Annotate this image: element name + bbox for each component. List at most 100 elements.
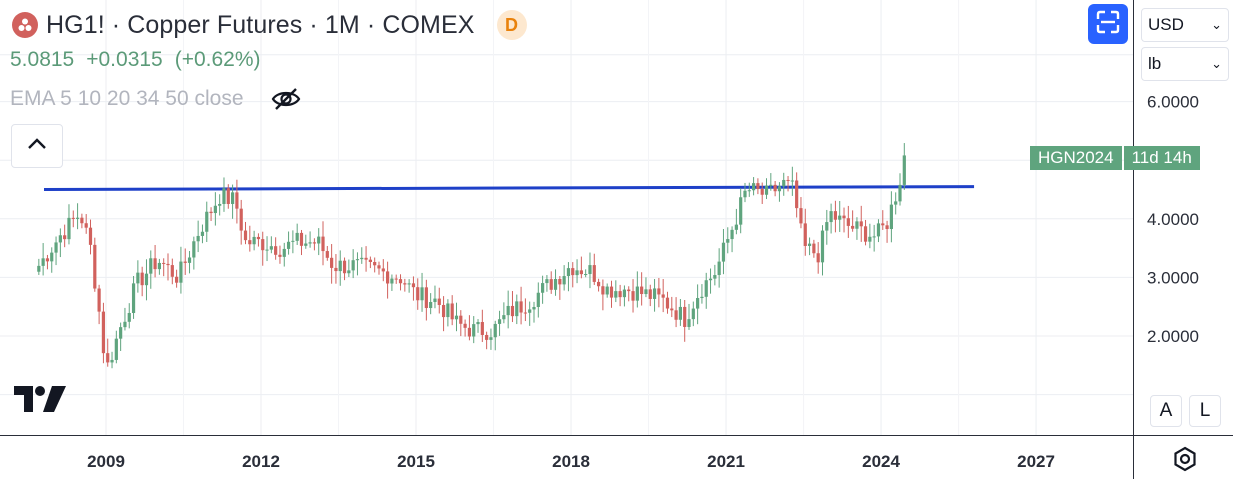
- candle-body: [566, 268, 571, 277]
- candle: [609, 280, 614, 308]
- candle-body: [747, 190, 751, 192]
- candle-body: [75, 217, 80, 219]
- candle-body: [532, 307, 536, 310]
- candle: [773, 181, 777, 197]
- candle-body: [334, 267, 338, 272]
- candle: [506, 290, 510, 329]
- current-price-tag: HGN2024 11d 14h: [1030, 146, 1200, 170]
- candle: [196, 220, 200, 253]
- candle-body: [803, 223, 807, 246]
- candle: [136, 260, 140, 293]
- candle: [605, 283, 609, 298]
- candle: [678, 299, 682, 326]
- candle: [868, 223, 872, 249]
- candle: [764, 178, 769, 200]
- candle-body: [153, 258, 157, 270]
- candle-body: [131, 283, 136, 313]
- candle-body: [696, 298, 700, 309]
- candle: [291, 230, 295, 254]
- tradingview-logo-icon[interactable]: [14, 384, 66, 414]
- candle: [786, 176, 790, 192]
- settings-gear-icon[interactable]: [1170, 444, 1200, 474]
- candle: [812, 239, 816, 258]
- candle: [429, 293, 433, 315]
- log-scale-button[interactable]: L: [1189, 395, 1221, 427]
- copper-symbol-icon[interactable]: [12, 12, 38, 38]
- price-summary: 5.0815 +0.0315 (+0.62%): [10, 48, 261, 72]
- candle: [782, 172, 786, 196]
- candle: [549, 271, 553, 294]
- currency-select[interactable]: USD ⌄: [1141, 8, 1229, 42]
- candle: [708, 268, 713, 294]
- candle: [80, 213, 84, 229]
- fullscreen-icon: [1095, 9, 1121, 40]
- data-delay-badge[interactable]: D: [496, 10, 527, 40]
- candle-body: [218, 203, 222, 206]
- candle-body: [562, 276, 566, 285]
- indicator-label[interactable]: EMA 5 10 20 34 50 close: [10, 87, 244, 110]
- symbol-title[interactable]: HG1! · Copper Futures · 1M · COMEX: [46, 10, 475, 39]
- candle: [390, 274, 394, 291]
- fullscreen-button[interactable]: [1088, 4, 1128, 44]
- collapse-legend-button[interactable]: [11, 124, 63, 168]
- candle: [627, 286, 631, 302]
- candle-body: [898, 184, 902, 202]
- candle-body: [157, 262, 161, 270]
- candle-body: [446, 303, 450, 318]
- x-tick-label: 2027: [1017, 452, 1055, 471]
- candle: [312, 238, 317, 251]
- candle: [416, 278, 420, 310]
- candle: [209, 207, 213, 222]
- chevron-down-icon: ⌄: [1211, 56, 1222, 71]
- candle: [751, 177, 756, 196]
- candle: [149, 250, 153, 289]
- candle: [717, 248, 721, 288]
- candle-body: [717, 261, 721, 276]
- candle-body: [782, 179, 786, 187]
- x-tick-label: 2012: [242, 452, 280, 471]
- candle: [553, 269, 558, 296]
- candle-body: [403, 283, 407, 285]
- candle-body: [678, 306, 682, 320]
- candle: [243, 221, 248, 245]
- candle: [338, 250, 342, 286]
- candle-body: [549, 279, 553, 290]
- candle: [226, 184, 230, 209]
- candle: [377, 261, 381, 275]
- candle-body: [704, 280, 708, 297]
- candle-body: [476, 322, 480, 325]
- candle-body: [536, 292, 540, 308]
- candle-body: [691, 308, 695, 320]
- candle-body: [209, 211, 213, 214]
- candle: [269, 236, 273, 254]
- candle: [872, 224, 876, 252]
- candle: [898, 173, 902, 206]
- candle: [640, 272, 644, 306]
- candle-body: [243, 230, 248, 241]
- eye-off-icon[interactable]: [270, 86, 304, 112]
- candle: [885, 220, 889, 243]
- chart-grid: [0, 0, 1133, 435]
- candle: [777, 182, 782, 202]
- candle-body: [751, 183, 756, 191]
- candle: [179, 246, 183, 294]
- candle: [88, 219, 93, 255]
- unit-select[interactable]: lb ⌄: [1141, 47, 1229, 81]
- candle: [588, 252, 592, 289]
- candle-body: [205, 211, 209, 232]
- candle: [480, 309, 484, 343]
- candle: [545, 275, 549, 292]
- candle: [71, 210, 75, 228]
- candle-body: [441, 304, 446, 318]
- candle-body: [665, 297, 670, 309]
- candle: [433, 285, 437, 309]
- candle: [515, 294, 519, 325]
- candle-body: [450, 303, 454, 320]
- candle-body: [868, 236, 872, 242]
- auto-scale-button[interactable]: A: [1150, 395, 1182, 427]
- candle-body: [416, 287, 420, 301]
- candle-body: [41, 258, 45, 266]
- candle: [472, 316, 476, 344]
- candle: [127, 303, 131, 329]
